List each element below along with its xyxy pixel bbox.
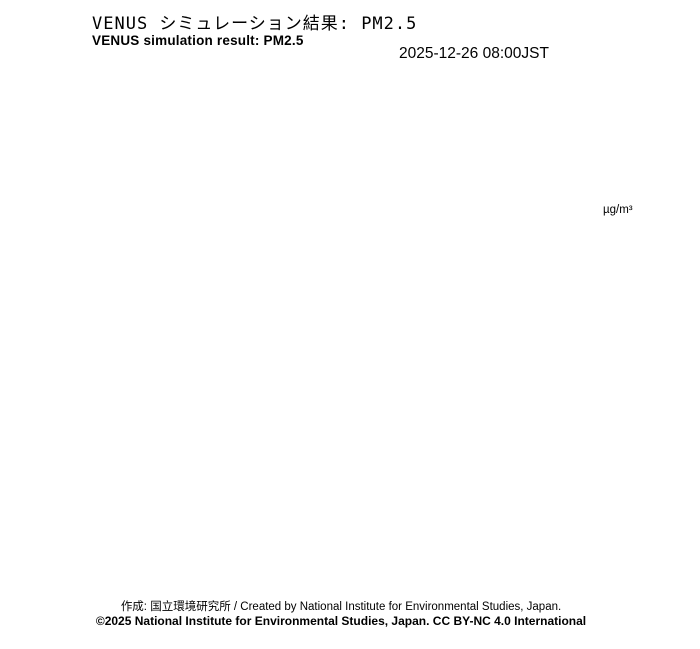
credit-line: 作成: 国立環境研究所 / Created by National Instit… bbox=[120, 601, 562, 613]
colorbar-unit-label: µg/m³ bbox=[603, 204, 633, 216]
page-title-english: VENUS simulation result: PM2.5 bbox=[92, 33, 304, 48]
page-title-japanese: VENUS シミュレーション結果: PM2.5 bbox=[92, 14, 418, 34]
license-line: ©2025 National Institute for Environment… bbox=[95, 614, 587, 628]
timestamp: 2025-12-26 08:00JST bbox=[399, 45, 549, 62]
